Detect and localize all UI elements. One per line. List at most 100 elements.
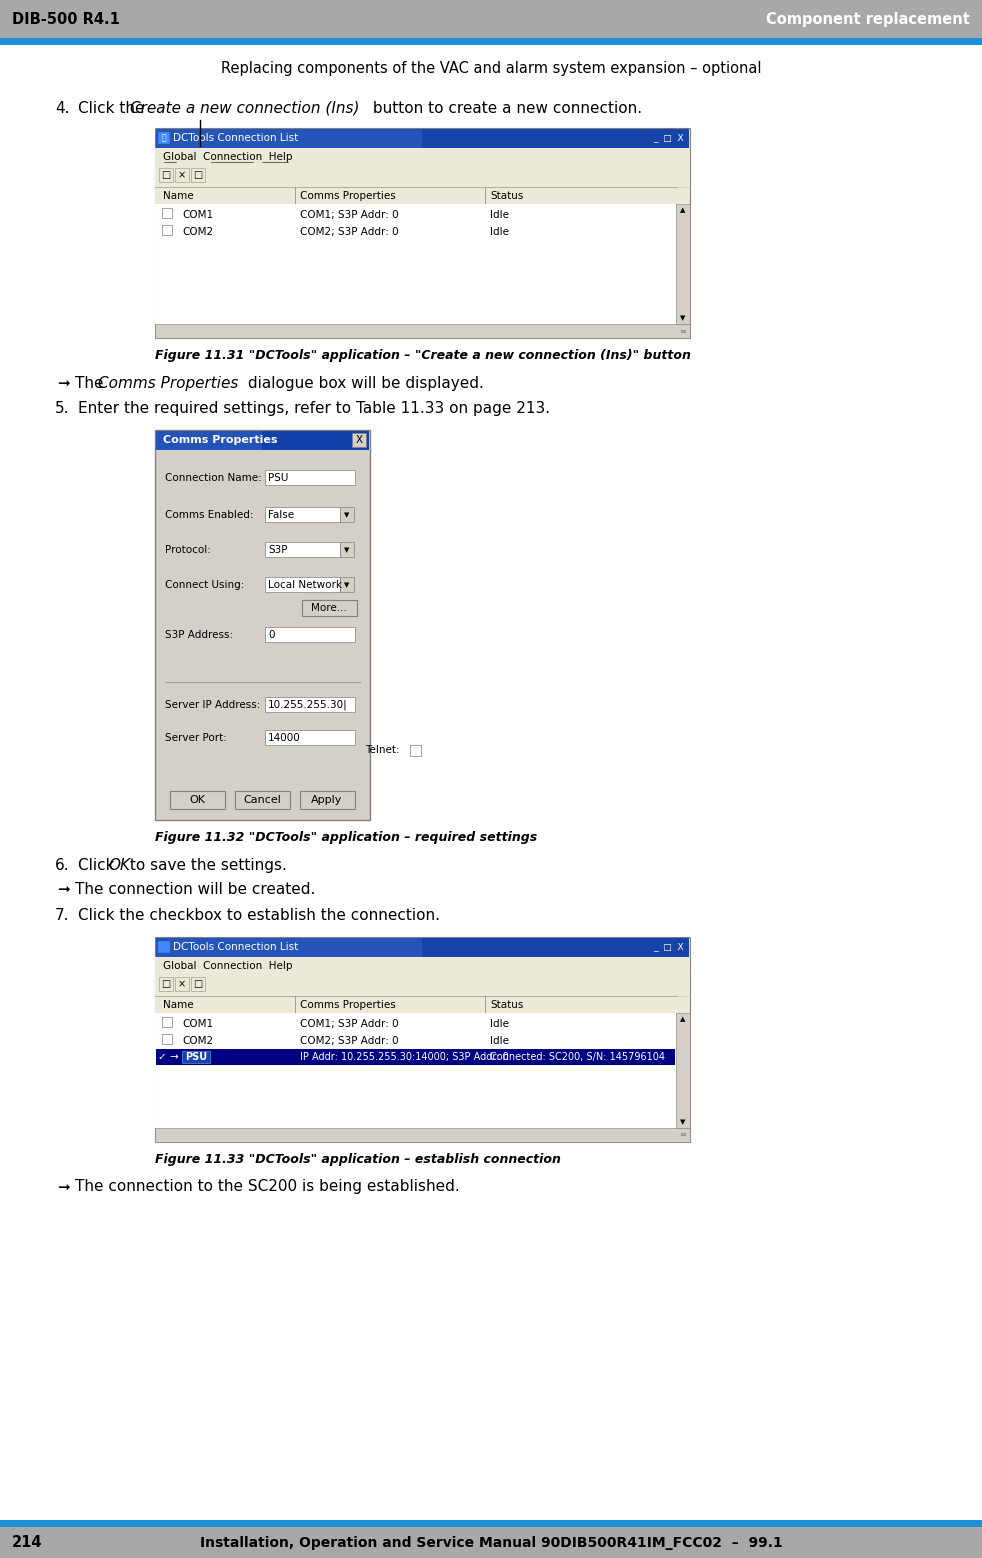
Bar bbox=[340, 576, 354, 592]
Text: COM2: COM2 bbox=[182, 227, 213, 237]
Text: Installation, Operation and Service Manual 90DIB500R41IM_FCC02  –  99.1: Installation, Operation and Service Manu… bbox=[199, 1536, 783, 1550]
Text: ▲: ▲ bbox=[681, 1016, 685, 1022]
Text: Idle: Idle bbox=[490, 227, 509, 237]
Bar bbox=[155, 974, 690, 996]
Bar bbox=[235, 791, 290, 809]
Text: S3P Address:: S3P Address: bbox=[165, 629, 233, 640]
Text: ▼: ▼ bbox=[681, 315, 685, 321]
Text: □: □ bbox=[161, 978, 171, 989]
Bar bbox=[156, 432, 369, 450]
Text: button to create a new connection.: button to create a new connection. bbox=[368, 101, 642, 115]
Text: Click: Click bbox=[78, 857, 120, 872]
Text: 5.: 5. bbox=[55, 400, 70, 416]
Text: ▼: ▼ bbox=[345, 513, 350, 517]
Text: □: □ bbox=[193, 978, 202, 989]
Text: Server Port:: Server Port: bbox=[165, 732, 227, 743]
Bar bbox=[162, 209, 172, 218]
Text: Comms Properties: Comms Properties bbox=[163, 435, 278, 446]
Bar bbox=[155, 324, 690, 338]
Bar bbox=[0, 1521, 982, 1527]
Text: Comms Properties: Comms Properties bbox=[98, 375, 239, 391]
Bar bbox=[676, 204, 690, 324]
Text: Connection Name:: Connection Name: bbox=[165, 474, 262, 483]
Text: Figure 11.33 "DCTools" application – establish connection: Figure 11.33 "DCTools" application – est… bbox=[155, 1153, 561, 1165]
Text: 7.: 7. bbox=[55, 907, 70, 922]
Text: Create a new connection (Ins): Create a new connection (Ins) bbox=[130, 101, 359, 115]
Bar bbox=[265, 696, 355, 712]
Text: Click the: Click the bbox=[78, 101, 149, 115]
Bar bbox=[352, 433, 366, 447]
Bar bbox=[191, 977, 205, 991]
Bar bbox=[155, 936, 690, 1142]
Text: X: X bbox=[355, 435, 362, 446]
Text: Global  Connection  Help: Global Connection Help bbox=[163, 960, 293, 971]
Text: 🖧: 🖧 bbox=[162, 134, 166, 142]
Text: Apply: Apply bbox=[311, 795, 343, 805]
Text: Telnet:: Telnet: bbox=[365, 745, 400, 756]
Bar bbox=[182, 1052, 210, 1063]
Text: DIB-500 R4.1: DIB-500 R4.1 bbox=[12, 11, 120, 26]
Text: Connect Using:: Connect Using: bbox=[165, 580, 245, 590]
Text: False: False bbox=[268, 509, 295, 520]
Bar bbox=[158, 941, 170, 953]
Text: _  □  X: _ □ X bbox=[653, 943, 684, 952]
Text: _  □  X: _ □ X bbox=[653, 134, 684, 142]
Text: PSU: PSU bbox=[185, 1052, 207, 1063]
Text: The connection will be created.: The connection will be created. bbox=[75, 882, 315, 896]
Text: ✓: ✓ bbox=[158, 1052, 166, 1063]
Bar bbox=[265, 731, 355, 745]
Bar bbox=[265, 506, 340, 522]
Bar bbox=[156, 129, 689, 148]
Bar bbox=[156, 129, 422, 148]
Text: Replacing components of the VAC and alarm system expansion – optional: Replacing components of the VAC and alar… bbox=[221, 61, 761, 75]
Bar bbox=[191, 168, 205, 182]
Bar bbox=[410, 745, 421, 756]
Bar bbox=[300, 791, 355, 809]
Text: ×: × bbox=[178, 978, 186, 989]
Bar bbox=[156, 938, 689, 957]
Text: □: □ bbox=[161, 170, 171, 181]
Text: The: The bbox=[75, 375, 108, 391]
Text: Name: Name bbox=[163, 1000, 193, 1010]
Bar bbox=[170, 791, 225, 809]
Text: Enter the required settings, refer to Table 11.33 on page 213.: Enter the required settings, refer to Ta… bbox=[78, 400, 550, 416]
Text: →: → bbox=[170, 1052, 179, 1063]
Bar bbox=[155, 204, 676, 324]
Bar bbox=[159, 168, 173, 182]
Bar bbox=[162, 224, 172, 235]
Bar bbox=[155, 1128, 690, 1142]
Text: ➞: ➞ bbox=[57, 375, 70, 391]
Text: Comms Properties: Comms Properties bbox=[300, 1000, 396, 1010]
Bar bbox=[155, 996, 676, 1013]
Bar bbox=[155, 957, 690, 974]
Bar bbox=[155, 148, 690, 165]
Text: Comms Properties: Comms Properties bbox=[300, 190, 396, 201]
Bar bbox=[162, 1017, 172, 1027]
Text: ▲: ▲ bbox=[681, 207, 685, 213]
Text: 0: 0 bbox=[268, 629, 275, 640]
Bar bbox=[159, 977, 173, 991]
Text: 10.255.255.30|: 10.255.255.30| bbox=[268, 700, 348, 710]
Text: 214: 214 bbox=[12, 1535, 42, 1550]
Bar bbox=[340, 506, 354, 522]
Bar bbox=[175, 977, 189, 991]
Text: Local Network: Local Network bbox=[268, 580, 342, 590]
Text: COM1; S3P Addr: 0: COM1; S3P Addr: 0 bbox=[300, 210, 399, 220]
Text: ≡: ≡ bbox=[679, 327, 686, 335]
Text: Click the checkbox to establish the connection.: Click the checkbox to establish the conn… bbox=[78, 907, 440, 922]
Bar bbox=[158, 132, 170, 143]
Text: Server IP Address:: Server IP Address: bbox=[165, 700, 260, 710]
Text: Cancel: Cancel bbox=[244, 795, 281, 805]
Text: OK: OK bbox=[108, 857, 130, 872]
Text: PSU: PSU bbox=[268, 474, 289, 483]
Bar bbox=[155, 128, 690, 338]
Bar bbox=[265, 471, 355, 485]
Text: 4.: 4. bbox=[55, 101, 70, 115]
Bar bbox=[0, 37, 982, 45]
Bar bbox=[302, 600, 357, 615]
Text: Connected: SC200, S/N: 145796104: Connected: SC200, S/N: 145796104 bbox=[490, 1052, 665, 1063]
Text: S3P: S3P bbox=[268, 545, 288, 555]
Text: Figure 11.32 "DCTools" application – required settings: Figure 11.32 "DCTools" application – req… bbox=[155, 830, 537, 843]
Text: Status: Status bbox=[490, 1000, 523, 1010]
Bar bbox=[156, 938, 422, 957]
